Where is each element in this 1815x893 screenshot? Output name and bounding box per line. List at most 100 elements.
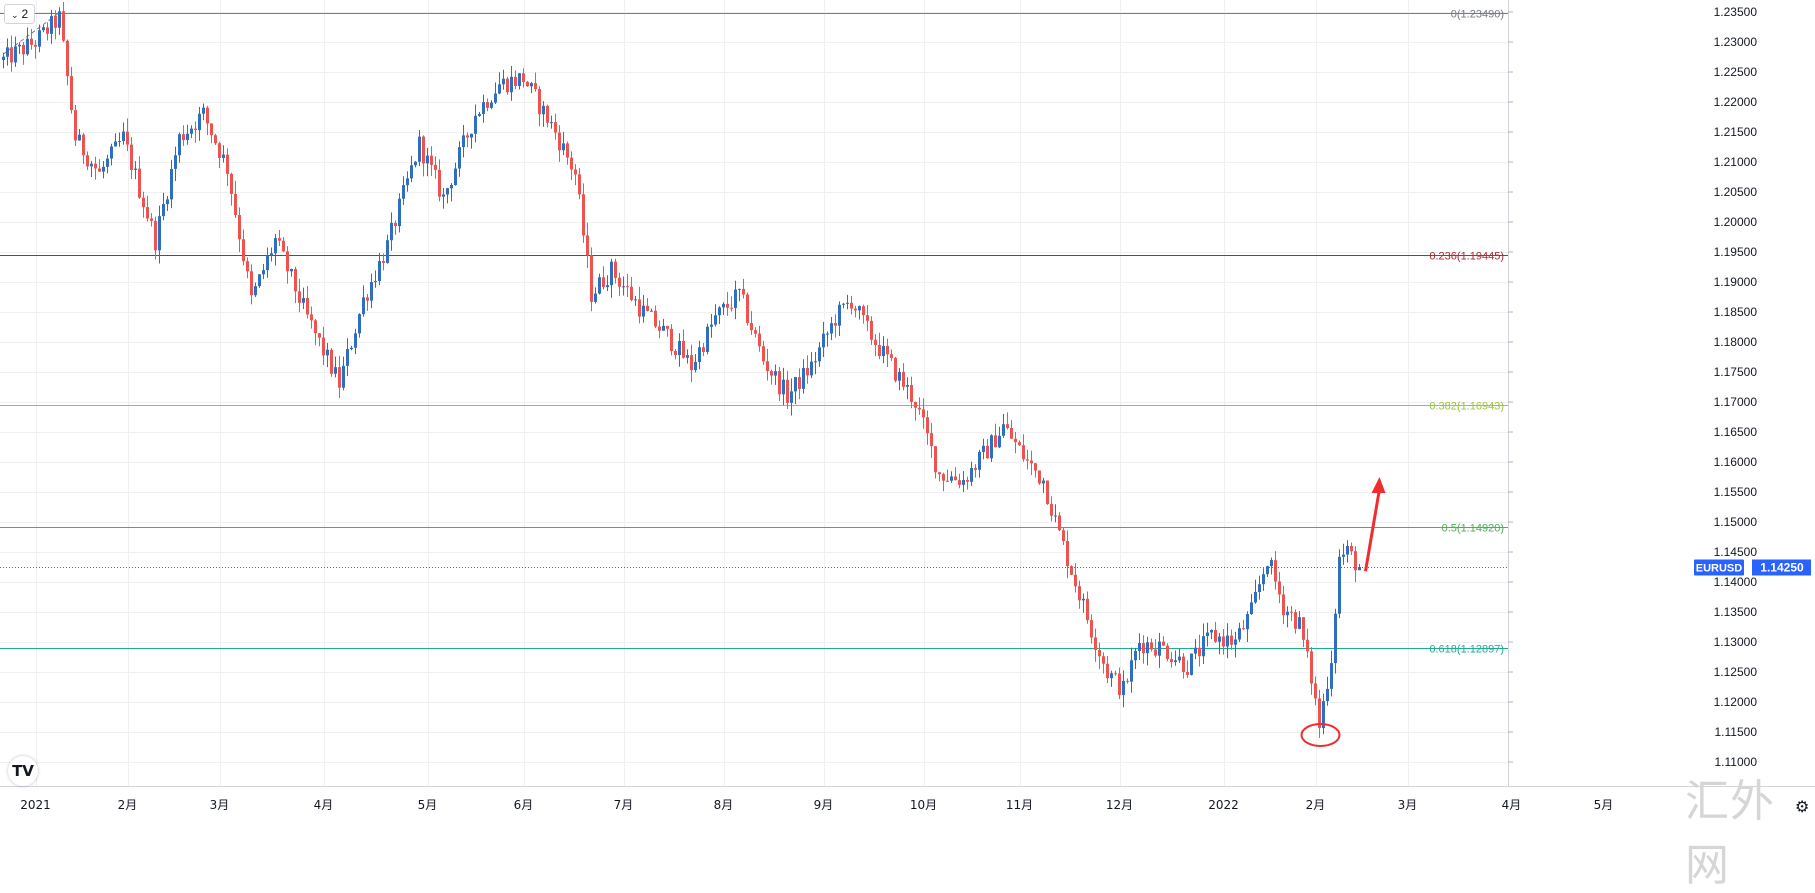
time-axis-label: 6月: [514, 798, 534, 812]
candle-body: [1190, 653, 1193, 675]
candle-body: [1142, 643, 1145, 654]
candle-body: [962, 479, 965, 485]
candle-body: [1238, 628, 1241, 640]
candle-body: [58, 11, 61, 28]
candle-body: [1078, 586, 1081, 601]
price-axis-label: 1.15500: [1714, 485, 1758, 499]
candle-body: [210, 123, 213, 136]
candle-body: [194, 128, 197, 131]
candle-body: [1218, 636, 1221, 642]
interval-label: 2: [21, 7, 29, 21]
candle-body: [542, 105, 545, 115]
candle-body: [802, 367, 805, 389]
price-axis-label: 1.17500: [1714, 365, 1758, 379]
candle-body: [870, 320, 873, 340]
time-axis-label: 3月: [1398, 798, 1418, 812]
candle-body: [1122, 680, 1125, 696]
candle-body: [438, 169, 441, 197]
candle-body: [678, 340, 681, 356]
candle-body: [162, 204, 165, 217]
candle-body: [1294, 612, 1297, 629]
symbol-tag-label: EURUSD: [1696, 563, 1743, 575]
candle-body: [950, 476, 953, 481]
candle-body: [326, 349, 329, 356]
candle-body: [106, 158, 109, 167]
candle-body: [1102, 656, 1105, 664]
candle-body: [1298, 617, 1301, 629]
candle-body: [874, 339, 877, 345]
gear-icon[interactable]: ⚙: [1795, 799, 1810, 816]
candle-body: [1014, 438, 1017, 443]
price-axis-label: 1.11500: [1715, 725, 1758, 739]
candle-body: [998, 435, 1001, 448]
candle-body: [538, 89, 541, 115]
symbol-tag: [1694, 559, 1744, 576]
candle-body: [166, 199, 169, 205]
candle-body: [774, 371, 777, 376]
candle-body: [62, 11, 65, 41]
time-axis-label: 12月: [1106, 798, 1133, 812]
time-axis-label: 3月: [210, 798, 230, 812]
candle-body: [806, 367, 809, 376]
candle-body: [2, 56, 5, 60]
time-axis-label: 8月: [714, 798, 734, 812]
candle-body: [942, 474, 945, 481]
tradingview-logo-icon[interactable]: TV: [8, 756, 38, 786]
candle-body: [54, 16, 57, 28]
time-axis-label: 2022: [1208, 798, 1239, 812]
candle-body: [706, 326, 709, 352]
candle-body: [926, 417, 929, 434]
candle-body: [154, 220, 157, 251]
price-axis-label: 1.12500: [1714, 665, 1758, 679]
candle-body: [42, 27, 45, 31]
candle-body: [254, 286, 257, 296]
candle-body: [854, 308, 857, 311]
candle-body: [330, 349, 333, 374]
candle-body: [18, 44, 21, 47]
interval-selector-button[interactable]: ⌄ 2: [4, 4, 36, 24]
candle-body: [426, 155, 429, 164]
candle-body: [130, 144, 133, 171]
candle-body: [1170, 659, 1173, 663]
candle-body: [1246, 614, 1249, 630]
candle-body: [570, 157, 573, 170]
candle-body: [1006, 424, 1009, 428]
candle-body: [346, 349, 349, 366]
candle-body: [1010, 427, 1013, 439]
chart-area[interactable]: 0(1.23490) 0.236(1.19445) 0.382(1.16943) 0.…: [0, 0, 1815, 821]
candle-body: [78, 134, 81, 141]
candle-body: [582, 194, 585, 236]
candle-body: [66, 40, 69, 77]
candle-body: [134, 168, 137, 171]
candle-body: [282, 240, 285, 252]
price-axis-label: 1.16500: [1714, 425, 1758, 439]
candle-body: [38, 30, 41, 47]
last-price-tag: [1752, 559, 1811, 576]
candle-body: [286, 251, 289, 272]
candle-body: [482, 102, 485, 114]
candle-body: [1094, 637, 1097, 651]
price-axis-label: 1.20000: [1714, 215, 1758, 229]
price-axis-label: 1.14000: [1714, 575, 1758, 589]
candle-body: [398, 198, 401, 227]
candle-body: [754, 330, 757, 334]
candle-body: [250, 271, 253, 296]
candle-body: [142, 197, 145, 208]
price-axis: [1508, 0, 1815, 786]
candle-body: [1138, 643, 1141, 651]
candle-body: [258, 274, 261, 287]
time-axis-label: 9月: [814, 798, 834, 812]
candle-body: [778, 371, 781, 395]
price-axis-label: 1.22000: [1714, 95, 1758, 109]
candle-body: [222, 154, 225, 158]
candle-body: [1066, 541, 1069, 567]
candle-body: [518, 73, 521, 86]
candle-body: [246, 261, 249, 272]
up-arrow-shaft: [1364, 488, 1381, 572]
candlestick-chart[interactable]: 0(1.23490) 0.236(1.19445) 0.382(1.16943) 0.…: [0, 0, 1815, 821]
candle-body: [898, 371, 901, 381]
candle-body: [146, 207, 149, 219]
candle-body: [770, 371, 773, 376]
candle-body: [1282, 594, 1285, 616]
candle-body: [798, 377, 801, 389]
